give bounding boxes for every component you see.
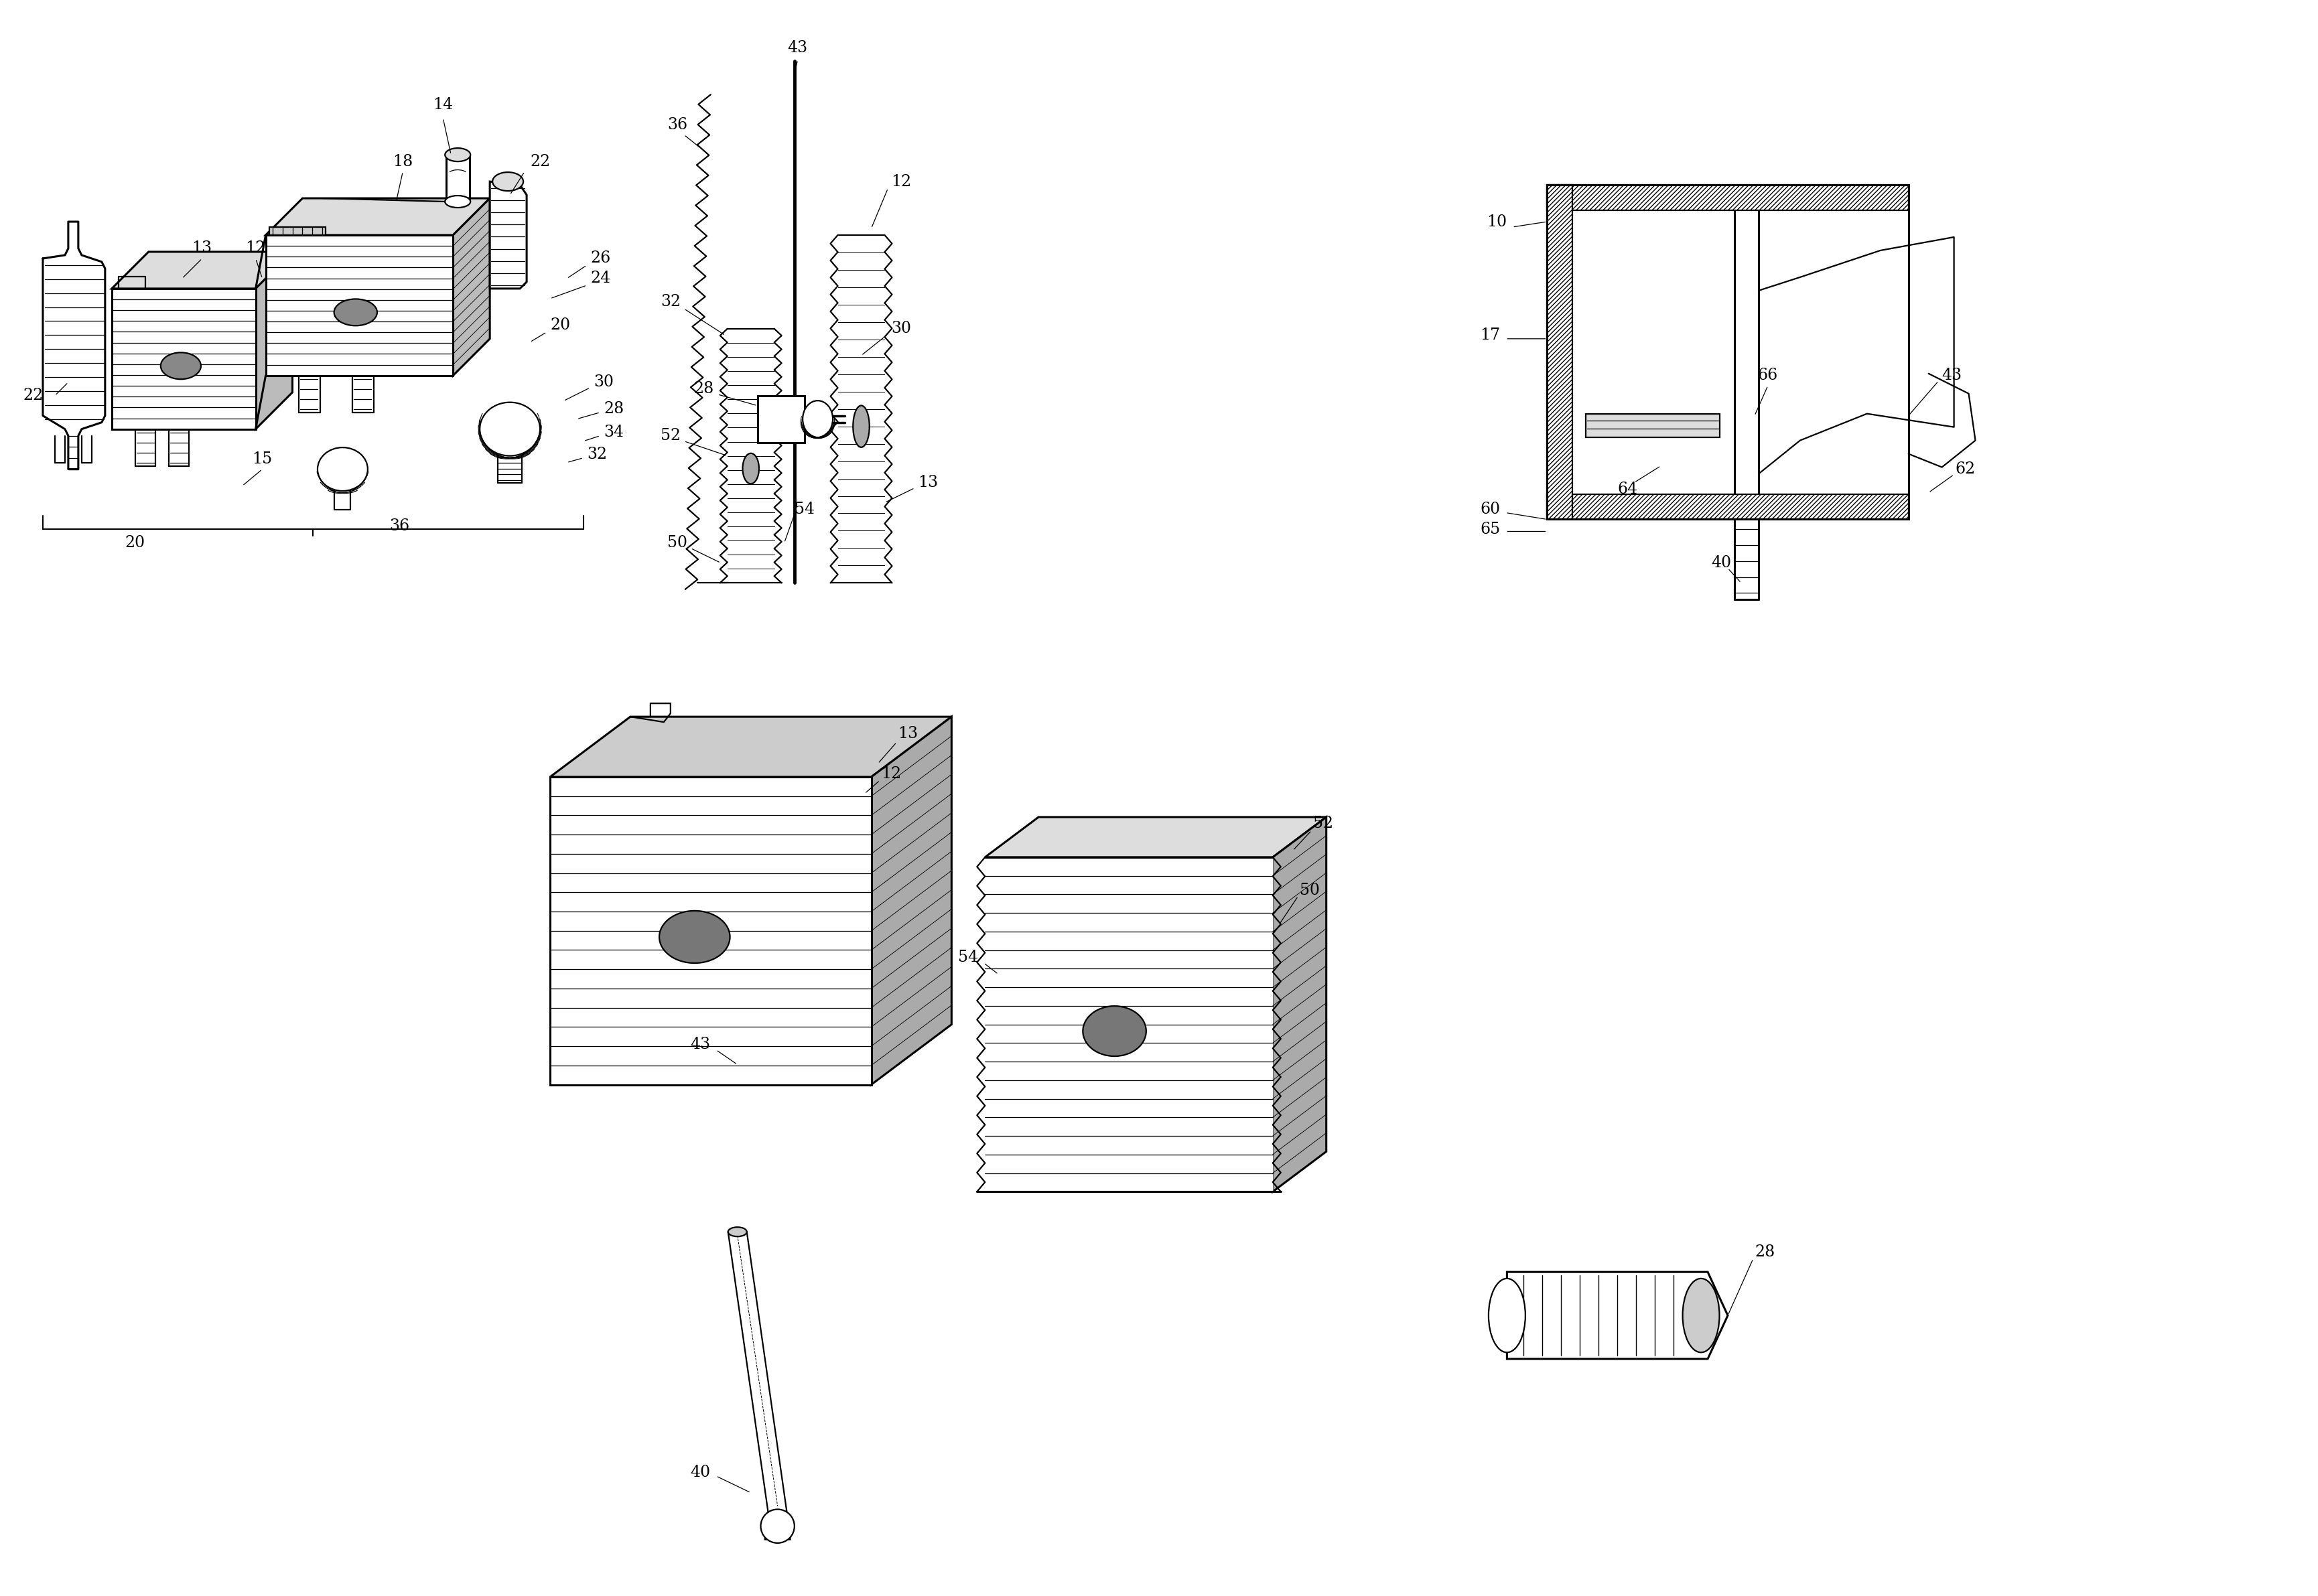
Text: 32: 32 <box>586 447 607 463</box>
Text: 13: 13 <box>192 241 213 255</box>
Text: 13: 13 <box>918 476 939 490</box>
Polygon shape <box>872 717 953 1085</box>
Polygon shape <box>830 235 885 583</box>
Text: 36: 36 <box>389 519 410 533</box>
Polygon shape <box>111 289 255 429</box>
Text: 43: 43 <box>691 1037 712 1052</box>
Text: 26: 26 <box>591 251 610 267</box>
Polygon shape <box>549 777 872 1085</box>
Bar <box>1546 185 1908 519</box>
Text: 12: 12 <box>892 174 911 190</box>
Polygon shape <box>489 182 526 289</box>
Text: 43: 43 <box>788 40 807 56</box>
Polygon shape <box>549 717 953 777</box>
Ellipse shape <box>802 401 832 437</box>
Ellipse shape <box>318 447 369 492</box>
Polygon shape <box>267 198 489 235</box>
Polygon shape <box>111 252 292 289</box>
Text: 15: 15 <box>253 452 274 468</box>
Text: 30: 30 <box>892 321 911 337</box>
Polygon shape <box>549 777 872 1085</box>
Text: 34: 34 <box>603 425 624 440</box>
Ellipse shape <box>491 172 524 192</box>
Polygon shape <box>489 182 526 289</box>
Polygon shape <box>267 235 452 375</box>
Ellipse shape <box>445 196 471 207</box>
Polygon shape <box>721 329 774 583</box>
Polygon shape <box>269 227 327 235</box>
Ellipse shape <box>1683 1278 1720 1352</box>
Ellipse shape <box>742 453 758 484</box>
Text: 66: 66 <box>1757 367 1778 383</box>
Polygon shape <box>255 252 292 429</box>
Text: 43: 43 <box>1942 367 1961 383</box>
Bar <box>1572 211 1908 493</box>
Polygon shape <box>111 289 255 429</box>
Polygon shape <box>1507 1272 1727 1358</box>
Text: 13: 13 <box>897 726 918 741</box>
Polygon shape <box>728 1232 790 1540</box>
Polygon shape <box>267 198 489 235</box>
Text: 60: 60 <box>1481 501 1500 517</box>
Polygon shape <box>452 198 489 375</box>
Polygon shape <box>976 857 1273 1192</box>
Bar <box>1546 185 1908 211</box>
Polygon shape <box>452 198 489 375</box>
Text: 40: 40 <box>691 1465 712 1481</box>
Text: 65: 65 <box>1481 522 1500 538</box>
Text: 22: 22 <box>23 388 44 404</box>
Text: 22: 22 <box>531 153 549 169</box>
Text: 20: 20 <box>549 318 570 334</box>
Ellipse shape <box>1488 1278 1525 1352</box>
Bar <box>1546 493 1908 519</box>
Text: 18: 18 <box>392 153 413 169</box>
Polygon shape <box>549 717 953 777</box>
Polygon shape <box>255 252 292 429</box>
Polygon shape <box>1507 1272 1727 1358</box>
Bar <box>1546 185 1572 519</box>
Polygon shape <box>1586 413 1720 437</box>
Ellipse shape <box>1083 1005 1145 1057</box>
Text: 28: 28 <box>1755 1245 1776 1259</box>
Ellipse shape <box>760 1510 795 1543</box>
Bar <box>758 396 804 442</box>
Text: 36: 36 <box>668 117 688 132</box>
Text: 24: 24 <box>591 271 610 286</box>
Ellipse shape <box>334 298 378 326</box>
Text: 52: 52 <box>661 428 681 444</box>
Text: 54: 54 <box>957 950 978 966</box>
Text: 52: 52 <box>1312 816 1333 832</box>
Polygon shape <box>1273 817 1326 1192</box>
Polygon shape <box>1273 817 1326 1192</box>
Text: 12: 12 <box>246 241 267 255</box>
Text: 12: 12 <box>881 766 902 782</box>
Text: 14: 14 <box>433 97 452 112</box>
Polygon shape <box>985 817 1326 857</box>
Polygon shape <box>267 235 452 375</box>
Text: 10: 10 <box>1486 214 1507 230</box>
Text: 20: 20 <box>125 535 146 551</box>
Ellipse shape <box>658 911 730 962</box>
Text: 40: 40 <box>1711 555 1732 570</box>
Text: 50: 50 <box>1300 883 1319 899</box>
Ellipse shape <box>728 1227 746 1237</box>
Polygon shape <box>269 227 327 235</box>
Text: 17: 17 <box>1481 327 1500 343</box>
Polygon shape <box>872 717 953 1085</box>
Ellipse shape <box>445 148 471 161</box>
Text: 50: 50 <box>668 535 686 551</box>
Text: 28: 28 <box>693 381 714 397</box>
Text: 32: 32 <box>661 294 681 310</box>
Text: 62: 62 <box>1956 461 1975 477</box>
Text: 54: 54 <box>795 501 814 517</box>
Ellipse shape <box>160 353 202 380</box>
Ellipse shape <box>480 402 540 456</box>
Polygon shape <box>985 817 1326 857</box>
Text: 28: 28 <box>603 401 624 417</box>
Text: 64: 64 <box>1618 482 1637 496</box>
Polygon shape <box>42 222 104 469</box>
Ellipse shape <box>853 405 869 447</box>
Text: 30: 30 <box>593 375 614 389</box>
Polygon shape <box>111 252 292 289</box>
